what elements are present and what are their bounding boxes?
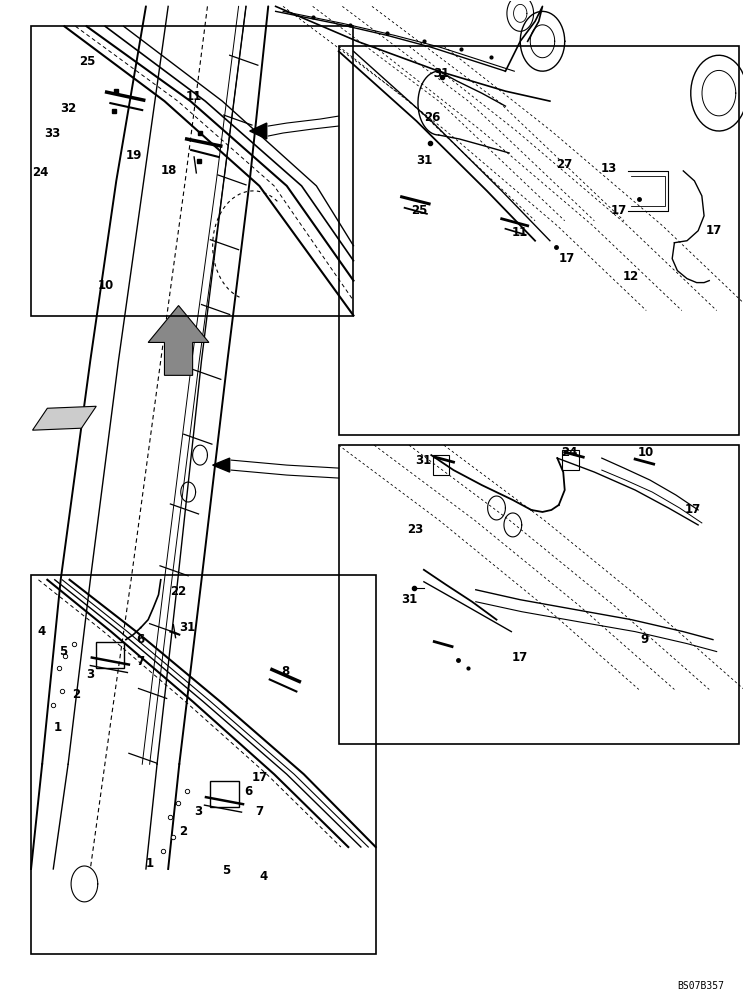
- Text: 31: 31: [433, 67, 449, 80]
- Text: 4: 4: [37, 625, 45, 638]
- Text: 3: 3: [86, 668, 94, 681]
- Text: 22: 22: [170, 585, 187, 598]
- Text: 31: 31: [415, 454, 432, 467]
- Polygon shape: [213, 458, 230, 472]
- Text: 12: 12: [623, 270, 639, 283]
- Text: 17: 17: [252, 771, 268, 784]
- Bar: [96, 642, 124, 668]
- Bar: [211, 781, 239, 807]
- Text: 10: 10: [97, 279, 114, 292]
- Text: 2: 2: [73, 688, 80, 701]
- Text: 7: 7: [136, 655, 144, 668]
- Text: 13: 13: [600, 162, 617, 175]
- Text: 6: 6: [245, 785, 253, 798]
- Text: 17: 17: [511, 651, 527, 664]
- Text: 5: 5: [222, 864, 231, 877]
- Bar: [31, 575, 376, 954]
- Text: 33: 33: [45, 127, 60, 140]
- Text: 27: 27: [556, 158, 572, 171]
- Text: 6: 6: [136, 633, 144, 646]
- Text: 1: 1: [54, 721, 62, 734]
- Text: 1: 1: [146, 857, 154, 870]
- Text: 19: 19: [126, 149, 142, 162]
- Text: 11: 11: [185, 90, 202, 103]
- Polygon shape: [148, 306, 209, 375]
- Text: 31: 31: [417, 154, 433, 167]
- Text: 11: 11: [511, 226, 527, 239]
- Text: 32: 32: [61, 102, 77, 115]
- Polygon shape: [250, 123, 267, 139]
- Polygon shape: [33, 406, 96, 430]
- Bar: [31, 26, 353, 316]
- Text: 18: 18: [161, 164, 177, 177]
- Bar: [339, 46, 739, 435]
- Text: 17: 17: [684, 503, 701, 516]
- Text: 25: 25: [411, 204, 428, 217]
- Text: 5: 5: [60, 645, 68, 658]
- Text: 17: 17: [611, 204, 627, 217]
- Text: 25: 25: [79, 55, 95, 68]
- Text: 10: 10: [638, 446, 654, 459]
- Text: BS07B357: BS07B357: [677, 981, 724, 991]
- Text: 8: 8: [281, 665, 290, 678]
- Text: 31: 31: [179, 621, 196, 634]
- Text: 17: 17: [705, 224, 722, 237]
- Bar: [562, 450, 579, 470]
- Text: 26: 26: [424, 111, 440, 124]
- Text: 3: 3: [194, 805, 202, 818]
- Bar: [433, 455, 449, 475]
- Text: 23: 23: [408, 523, 424, 536]
- Text: 24: 24: [33, 166, 49, 179]
- Text: 4: 4: [260, 870, 268, 883]
- Text: 24: 24: [561, 446, 577, 459]
- Text: 31: 31: [402, 593, 418, 606]
- Text: 17: 17: [559, 252, 575, 265]
- Text: 7: 7: [255, 805, 263, 818]
- Text: 2: 2: [179, 825, 187, 838]
- Bar: [339, 445, 739, 744]
- Text: 9: 9: [641, 633, 649, 646]
